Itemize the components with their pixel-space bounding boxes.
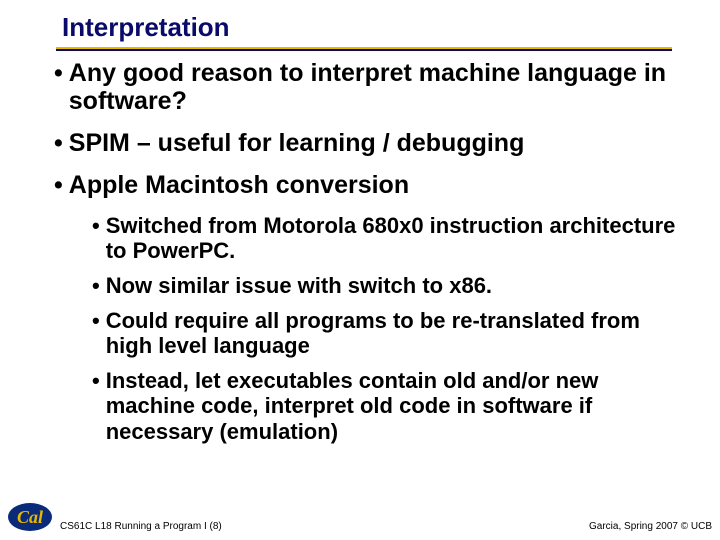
bullet-dot-icon: • [92,368,100,443]
footer-left: CS61C L18 Running a Program I (8) [60,521,222,532]
bullet-level2: • Instead, let executables contain old a… [92,368,676,443]
bullet-text: SPIM – useful for learning / debugging [69,129,676,157]
bullet-text: Instead, let executables contain old and… [106,368,676,443]
slide-title: Interpretation [62,12,672,43]
slide: Interpretation • Any good reason to inte… [0,0,720,540]
slide-footer: CS61C L18 Running a Program I (8) Garcia… [0,521,720,532]
bullet-dot-icon: • [92,213,100,263]
title-wrap: Interpretation [0,12,720,43]
bullet-level2: • Switched from Motorola 680x0 instructi… [92,213,676,263]
bullet-text: Any good reason to interpret machine lan… [69,59,676,115]
bullet-level2: • Could require all programs to be re-tr… [92,308,676,358]
bullet-dot-icon: • [92,273,100,298]
bullet-text: Could require all programs to be re-tran… [106,308,676,358]
bullet-level1: • Any good reason to interpret machine l… [54,59,676,115]
bullet-dot-icon: • [92,308,100,358]
bullet-text: Apple Macintosh conversion [69,171,676,199]
bullet-dot-icon: • [54,171,63,199]
footer-right: Garcia, Spring 2007 © UCB [589,521,712,532]
bullet-text: Now similar issue with switch to x86. [106,273,676,298]
bullet-text: Switched from Motorola 680x0 instruction… [106,213,676,263]
slide-content: • Any good reason to interpret machine l… [0,51,720,444]
bullet-level2: • Now similar issue with switch to x86. [92,273,676,298]
bullet-dot-icon: • [54,129,63,157]
bullet-level1: • SPIM – useful for learning / debugging [54,129,676,157]
bullet-level1: • Apple Macintosh conversion [54,171,676,199]
bullet-dot-icon: • [54,59,63,115]
